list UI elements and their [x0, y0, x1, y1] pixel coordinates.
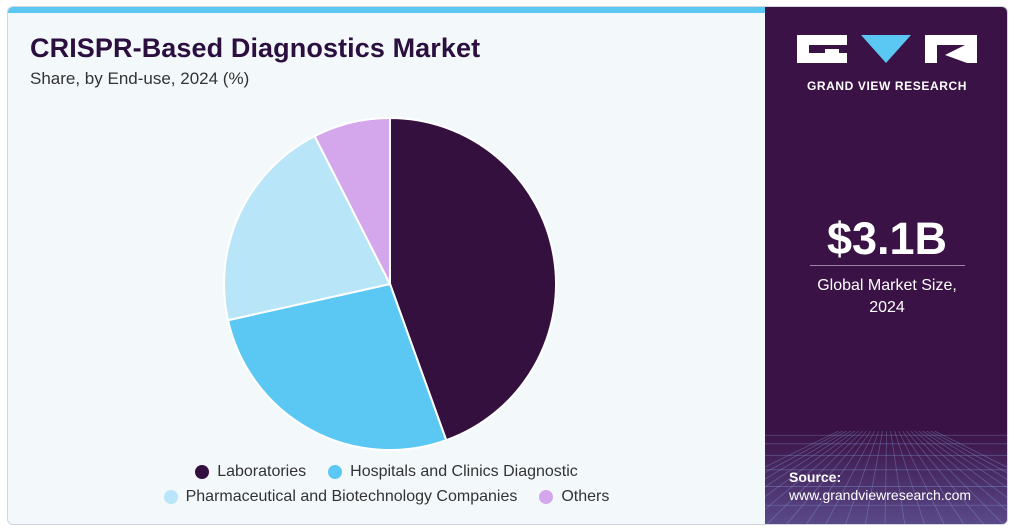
grid-line — [918, 431, 1007, 498]
grid-line — [926, 431, 1007, 480]
legend-row-1: Laboratories Hospitals and Clinics Diagn… — [8, 463, 765, 481]
pie-slice-laboratories — [389, 116, 557, 442]
legend-item-others: Others — [539, 488, 609, 506]
legend-swatch — [195, 465, 210, 479]
grid-line — [845, 431, 879, 524]
grid-line — [910, 431, 1004, 524]
grid-line — [825, 431, 875, 524]
chart-subtitle: Share, by End-use, 2024 (%) — [30, 69, 250, 88]
grid-line — [894, 431, 925, 524]
legend-item-hospitals: Hospitals and Clinics Diagnostic — [328, 463, 578, 481]
decorative-grid — [765, 431, 1007, 524]
source-block: Source: www.grandviewresearch.com — [789, 469, 971, 503]
pie-slice-pharma — [223, 134, 392, 322]
source-label: Source: — [789, 469, 842, 485]
accent-bar — [8, 7, 765, 13]
grid-line — [922, 431, 1007, 488]
legend-label: Laboratories — [217, 463, 307, 480]
legend-item-pharma: Pharmaceutical and Biotechnology Compani… — [163, 488, 518, 506]
grid-line — [864, 431, 883, 524]
grid-line — [765, 431, 859, 510]
grid-line — [765, 431, 851, 488]
chart-card: CRISPR-Based Diagnostics Market Share, b… — [7, 6, 1008, 525]
sidebar-panel: GRAND VIEW RESEARCH $3.1B Global Market … — [765, 7, 1007, 524]
grid-line — [906, 431, 984, 524]
grid-line — [902, 431, 965, 524]
source-link[interactable]: www.grandviewresearch.com — [789, 487, 972, 503]
legend-swatch — [163, 490, 178, 504]
legend-swatch — [328, 465, 343, 479]
brand-name: GRAND VIEW RESEARCH — [806, 79, 968, 93]
grand-view-research-logo — [797, 35, 977, 63]
legend-item-laboratories: Laboratories — [195, 463, 306, 481]
grid-line — [765, 431, 855, 498]
legend-label: Hospitals and Clinics Diagnostic — [350, 463, 578, 480]
pie-chart — [223, 116, 557, 451]
market-size-label: Global Market Size, 2024 — [765, 275, 1007, 319]
grid-line — [898, 431, 945, 524]
grid-line — [765, 431, 839, 468]
grid-line — [805, 431, 871, 524]
grid-line — [765, 431, 843, 473]
chart-title: CRISPR-Based Diagnostics Market — [30, 33, 481, 63]
grid-line — [766, 431, 863, 524]
grid-line — [786, 431, 867, 524]
grid-background — [765, 431, 1007, 524]
divider — [810, 265, 965, 266]
grid-line — [934, 431, 1007, 468]
grid-line — [930, 431, 1007, 474]
grid-line — [765, 431, 847, 480]
legend-label: Others — [561, 488, 610, 505]
grid-line — [884, 431, 887, 524]
legend-swatch — [539, 490, 554, 504]
pie-slice-others — [313, 116, 391, 285]
grid-line — [914, 431, 1007, 512]
market-size-label-line1: Global Market Size, — [817, 277, 957, 294]
market-size-value: $3.1B — [826, 213, 948, 264]
pie-slice-hospitals — [226, 282, 448, 451]
legend-label: Pharmaceutical and Biotechnology Compani… — [185, 488, 518, 505]
legend-row-2: Pharmaceutical and Biotechnology Compani… — [8, 488, 765, 506]
grid-line — [890, 431, 906, 524]
market-size-label-line2: 2024 — [869, 299, 905, 316]
